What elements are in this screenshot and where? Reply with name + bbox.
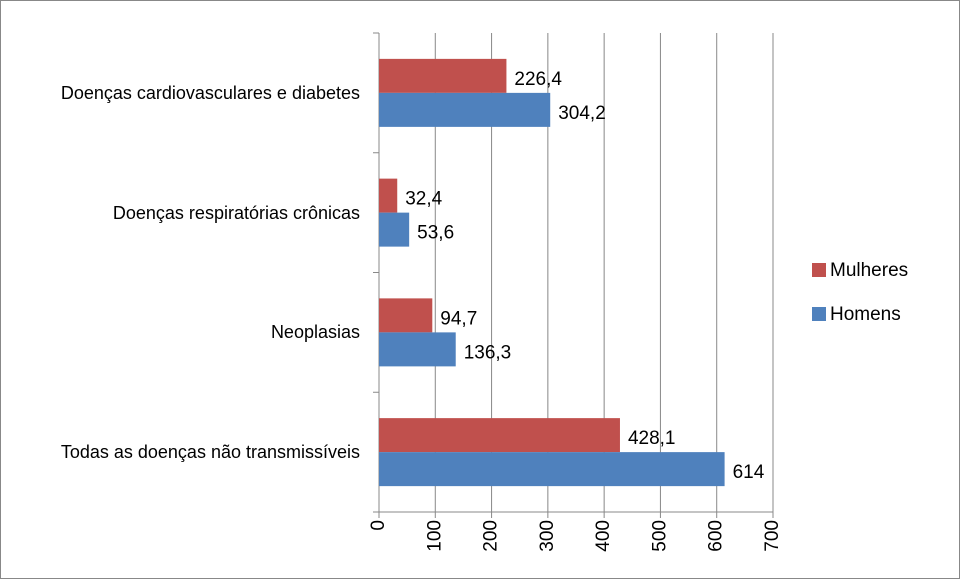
value-label: 94,7: [440, 308, 477, 329]
legend-label: Homens: [830, 304, 901, 325]
x-tick-label: 0: [368, 520, 389, 531]
y-tick-label: Doenças cardiovasculares e diabetes: [60, 82, 360, 103]
legend-swatch: [812, 263, 826, 277]
x-tick-label: 200: [481, 520, 502, 552]
value-label: 136,3: [464, 342, 512, 363]
value-label: 304,2: [558, 103, 606, 124]
x-tick-label: 500: [649, 520, 670, 552]
x-tick-label: 100: [424, 520, 445, 552]
x-tick-label: 700: [762, 520, 783, 552]
x-tick-label: 300: [537, 520, 558, 552]
y-tick-label: Neoplasias: [270, 322, 360, 343]
value-label: 32,4: [405, 189, 442, 210]
bar: [379, 332, 456, 367]
bar: [379, 418, 620, 453]
value-label: 53,6: [417, 223, 454, 244]
y-tick-label-box: Neoplasias: [20, 319, 360, 345]
bar: [379, 298, 433, 333]
bar: [379, 212, 410, 247]
bar: [379, 58, 507, 93]
y-tick-label: Todas as doenças não transmissíveis: [60, 442, 360, 463]
y-tick-label-box: Doenças cardiovasculares e diabetes: [20, 80, 360, 106]
y-tick-label-box: Doenças respiratórias crônicas: [20, 200, 360, 226]
x-tick-label: 600: [706, 520, 727, 552]
bar: [379, 452, 725, 487]
value-label: 226,4: [514, 69, 562, 90]
value-label: 614: [733, 462, 765, 483]
value-label: 428,1: [628, 428, 676, 449]
legend-label: Mulheres: [830, 260, 908, 281]
y-tick-label: Doenças respiratórias crônicas: [112, 202, 360, 223]
y-tick-label-box: Todas as doenças não transmissíveis: [20, 439, 360, 465]
x-tick-label: 400: [593, 520, 614, 552]
bar: [379, 178, 398, 213]
legend-swatch: [812, 307, 826, 321]
bar: [379, 92, 551, 127]
